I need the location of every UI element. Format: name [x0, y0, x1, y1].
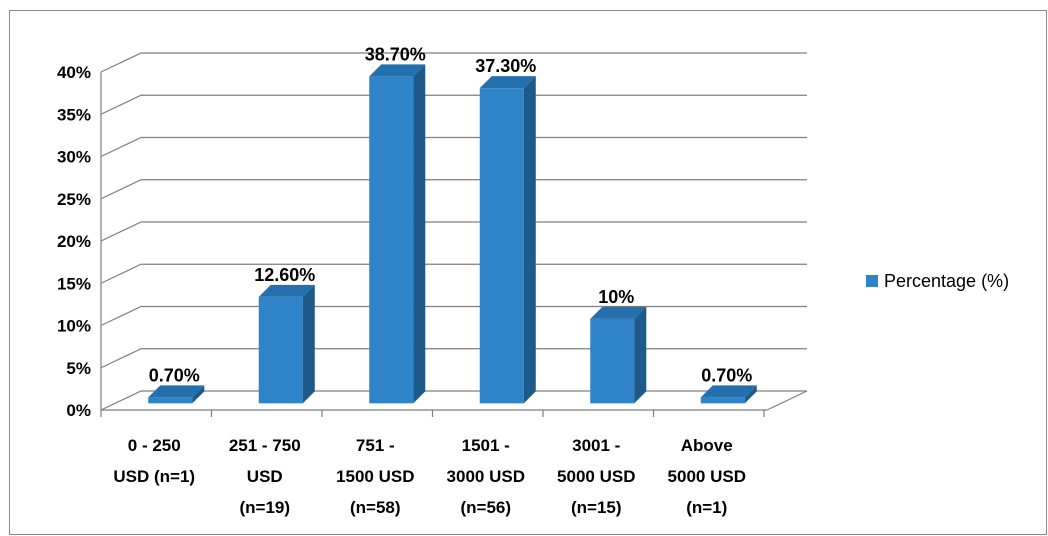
y-tick-label: 5% — [66, 359, 91, 378]
bar — [700, 385, 757, 404]
legend-swatch — [866, 275, 878, 287]
bar-top — [590, 306, 647, 319]
x-tick-label-line: (n=19) — [239, 498, 290, 517]
bar-front — [258, 296, 303, 404]
bar-front — [590, 318, 635, 404]
data-label: 0.70% — [701, 365, 752, 385]
gridline — [100, 390, 807, 411]
y-tick-label: 40% — [57, 63, 91, 82]
bar-top — [148, 385, 205, 398]
data-label: 0.70% — [149, 365, 200, 385]
bar-top — [700, 385, 757, 398]
x-tick-label-line: 5000 USD — [668, 467, 746, 486]
x-tick-label: Above 5000 USD (n=1) — [668, 436, 746, 517]
legend-label: Percentage (%) — [884, 271, 1009, 291]
bar-side — [523, 76, 536, 404]
y-tick-label: 0% — [66, 401, 91, 420]
data-labels: 0.70% 12.60% 38.70% 37.30% 10% 0.70% — [149, 44, 753, 385]
bar-side — [744, 385, 757, 404]
bar — [590, 306, 647, 404]
gridline — [100, 305, 807, 327]
x-tick-label-line: 1501 - — [462, 436, 510, 455]
bar-front — [369, 76, 414, 404]
x-axis-ticks: 0 - 250 USD (n=1) 251 - 750 USD (n=19) 751 - 1… — [113, 436, 746, 517]
x-tick-label: 751 - 1500 USD (n=58) — [336, 436, 414, 517]
x-tick-label-line: 751 - — [356, 436, 395, 455]
x-tick-label: 1501 - 3000 USD (n=56) — [447, 436, 525, 517]
x-tick-label-line: 251 - 750 — [229, 436, 301, 455]
x-tick-label-line: (n=15) — [571, 498, 622, 517]
gridline — [100, 94, 807, 115]
x-tick-label-line: (n=58) — [350, 498, 401, 517]
data-label: 12.60% — [254, 265, 315, 285]
x-tick-label: 0 - 250 USD (n=1) — [113, 436, 195, 486]
x-tick-label-line: 3001 - — [572, 436, 620, 455]
y-tick-label: 15% — [57, 274, 91, 293]
chart-frame: 0% 5% 10% 15% 20% 25% 30% 35% 40% 0 - 250 USD (n=… — [9, 10, 1047, 535]
x-tick-label-line: USD — [247, 467, 283, 486]
bar-front — [700, 397, 745, 404]
legend: Percentage (%) — [866, 271, 1009, 291]
x-tick-label: 251 - 750 USD (n=19) — [229, 436, 301, 517]
x-tick-label: 3001 - 5000 USD (n=15) — [557, 436, 635, 517]
gridline — [100, 348, 807, 369]
x-tick-label-line: Above — [681, 436, 733, 455]
x-tick-label-line: 1500 USD — [336, 467, 414, 486]
y-tick-label: 35% — [57, 105, 91, 124]
y-tick-label: 30% — [57, 148, 91, 167]
y-tick-label: 20% — [57, 232, 91, 251]
x-tick-label-line: (n=1) — [686, 498, 727, 517]
data-label: 38.70% — [365, 44, 426, 64]
bar — [258, 284, 315, 404]
y-axis-ticks: 0% 5% 10% 15% 20% 25% 30% 35% 40% — [57, 63, 91, 420]
gridline — [100, 179, 807, 200]
x-tick-label-line: 5000 USD — [557, 467, 635, 486]
gridline — [100, 136, 807, 158]
bar — [148, 385, 205, 404]
bar-top — [369, 64, 426, 77]
x-tick-label-line: USD (n=1) — [113, 467, 195, 486]
bar-chart: 0% 5% 10% 15% 20% 25% 30% 35% 40% 0 - 250 USD (n=… — [57, 44, 1009, 517]
bar-side — [634, 306, 647, 404]
data-label: 10% — [598, 287, 634, 307]
bar-front — [148, 397, 193, 404]
x-tick-label-line: 3000 USD — [447, 467, 525, 486]
bar — [479, 76, 536, 404]
gridline — [100, 221, 807, 242]
floor-edge — [766, 390, 808, 411]
bar-top — [258, 284, 315, 297]
x-tick-label-line: 0 - 250 — [128, 436, 181, 455]
bar-front — [479, 88, 524, 404]
gridline — [100, 263, 807, 284]
y-tick-label: 25% — [57, 190, 91, 209]
gridline — [100, 52, 807, 73]
x-tick-label-line: (n=56) — [460, 498, 511, 517]
bar-side — [413, 64, 426, 404]
bar — [369, 64, 426, 404]
y-tick-label: 10% — [57, 317, 91, 336]
bar-side — [302, 284, 315, 404]
bar-side — [192, 385, 205, 404]
grid-layer — [100, 52, 808, 417]
bars — [148, 64, 757, 404]
bar-top — [479, 76, 536, 89]
data-label: 37.30% — [475, 56, 536, 76]
